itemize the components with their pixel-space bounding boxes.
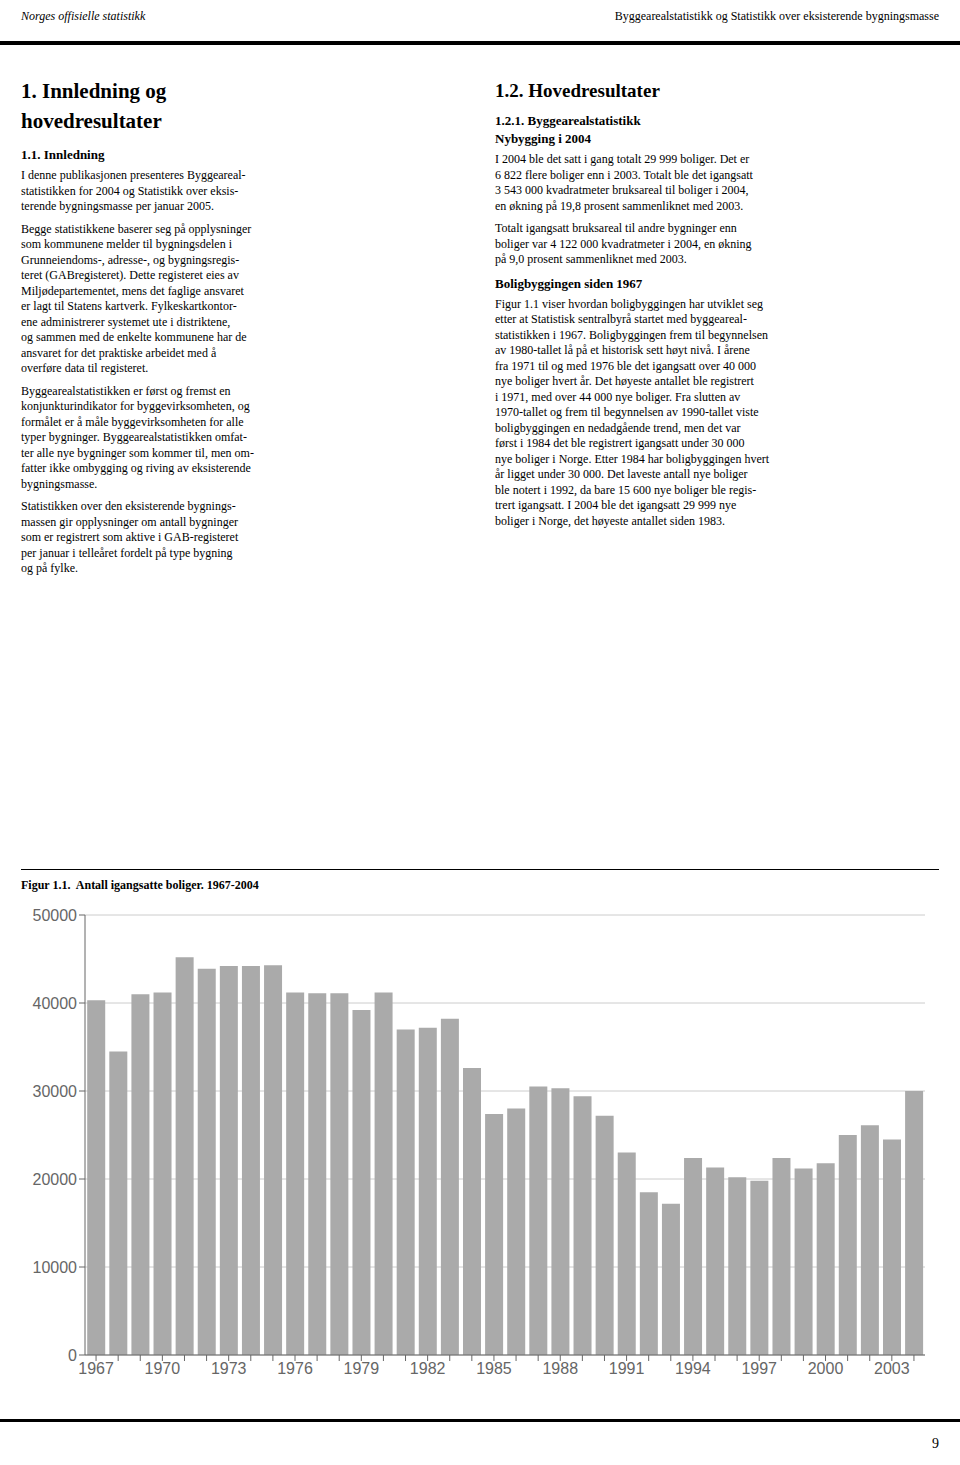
- html-text:konjunkturindikator for byggev: konjunkturindikator for byggevirksomhete…: [21, 399, 250, 413]
- html-text:statistikken i 1967. Boligbygg: statistikken i 1967. Boligbyggingen frem…: [495, 327, 768, 342]
- html-text:og sammen med de enkelte kommu: og sammen med de enkelte kommunene har d…: [21, 330, 247, 344]
- html-text:hovedresultater: hovedresultater: [21, 109, 162, 133]
- html-text:1.2. Hovedresultater: 1.2. Hovedresultater: [495, 80, 660, 101]
- html-text:1970-tallet og frem til begynn: 1970-tallet og frem til begynnelsen av 1…: [495, 405, 759, 419]
- html-text:1.1. Innledning: 1.1. Innledning: [21, 147, 105, 162]
- html-text:er lagt til Statens kartverk.: er lagt til Statens kartverk. Fylkeskart…: [21, 299, 237, 313]
- svg-text:1976: 1976: [277, 1360, 313, 1377]
- html-text:1.2.1. Byggearealstatistikk: 1.2.1. Byggearealstatistikk: [495, 113, 641, 128]
- svg-text:10000: 10000: [33, 1259, 78, 1276]
- svg-text:20000: 20000: [33, 1171, 78, 1188]
- html-text:ene administrerer systemet ute: ene administrerer systemet ute i distrik…: [21, 314, 231, 329]
- html-text:1. Innledning og: 1. Innledning og: [21, 79, 167, 103]
- html-text:ansvaret for det praktiske arb: ansvaret for det praktiske arbeidet med …: [21, 345, 217, 360]
- html-text:ter alle nye bygninger som kom: ter alle nye bygninger som kommer til, m…: [21, 445, 254, 460]
- svg-text:1973: 1973: [211, 1360, 247, 1377]
- html-text:fatter ikke ombygging og rivin: fatter ikke ombygging og riving av eksis…: [21, 461, 251, 475]
- svg-text:1967: 1967: [78, 1360, 114, 1377]
- svg-text:2003: 2003: [874, 1360, 910, 1377]
- html-text:per januar i telleåret fordelt: per januar i telleåret fordelt på type b…: [21, 545, 233, 560]
- html-text:av 1980-tallet lå på et histor: av 1980-tallet lå på et historisk sett h…: [495, 343, 750, 357]
- html-text:år ligget under 30 000. Det la: år ligget under 30 000. Det laveste anta…: [495, 467, 748, 481]
- html-text:9: 9: [932, 1436, 939, 1451]
- svg-text:50000: 50000: [33, 907, 78, 924]
- html-text:først i 1984 det ble registrer: først i 1984 det ble registrert igangsat…: [495, 436, 745, 450]
- svg-text:1985: 1985: [476, 1360, 512, 1377]
- svg-text:2000: 2000: [808, 1360, 844, 1377]
- svg-text:1970: 1970: [145, 1360, 181, 1377]
- html-text:massen gir opplysninger om ant: massen gir opplysninger om antall bygnin…: [21, 514, 238, 529]
- html-text:Begge statistikkene baserer se: Begge statistikkene baserer seg på opply…: [21, 221, 252, 236]
- html-text:som kommunene melder til bygni: som kommunene melder til bygningsdelen i: [21, 237, 232, 251]
- svg-text:0: 0: [68, 1347, 77, 1364]
- html-text:en økning på 19,8 prosent samm: en økning på 19,8 prosent sammenliknet m…: [495, 198, 744, 213]
- html-text:typer bygninger. Byggearealsta: typer bygninger. Byggearealstatistikken …: [21, 430, 247, 444]
- html-text:og på fylke.: og på fylke.: [21, 561, 78, 575]
- html-text:som er registrert som aktive i: som er registrert som aktive i GAB-regis…: [21, 530, 239, 544]
- svg-text:1994: 1994: [675, 1360, 711, 1377]
- html-text:Figur 1.1 viser hvordan boligb: Figur 1.1 viser hvordan boligbyggingen h…: [495, 296, 763, 311]
- html-text:Nybygging i 2004: Nybygging i 2004: [495, 131, 592, 146]
- html-text:I 2004 ble det satt i gang tot: I 2004 ble det satt i gang totalt 29 999…: [495, 152, 750, 166]
- html-text:i 1971, med over 44 000 nye bo: i 1971, med over 44 000 nye boliger. Fra…: [495, 389, 741, 404]
- html-text:nye boliger hvert år. Det høye: nye boliger hvert år. Det høyeste antall…: [495, 374, 754, 388]
- svg-text:40000: 40000: [33, 995, 78, 1012]
- html-text:fra 1971 til og med 1976 ble d: fra 1971 til og med 1976 ble det igangsa…: [495, 358, 756, 373]
- html-text:Boligbyggingen siden 1967: Boligbyggingen siden 1967: [495, 275, 643, 291]
- html-text:på 9,0 prosent sammenliknet me: på 9,0 prosent sammenliknet med 2003.: [495, 252, 687, 266]
- html-text:Miljødepartementet, mens det f: Miljødepartementet, mens det faglige ans…: [21, 283, 244, 298]
- html-text:Byggearealstatistikken er førs: Byggearealstatistikken er først og frems…: [21, 383, 231, 398]
- html-text:terende bygningsmasse per janu: terende bygningsmasse per januar 2005.: [21, 199, 214, 213]
- html-text:Grunneiendoms-, adresse-, og b: Grunneiendoms-, adresse-, og bygningsreg…: [21, 252, 240, 267]
- html-text:I denne publikasjonen presente: I denne publikasjonen presenteres Byggea…: [21, 168, 246, 182]
- html-text:formålet er å måle byggevirkso: formålet er å måle byggevirksomheten for…: [21, 414, 244, 429]
- html-text:teret (GABregisteret). Dette r: teret (GABregisteret). Dette registeret …: [21, 268, 239, 282]
- html-text:etter at Statistisk sentralbyr: etter at Statistisk sentralbyrå startet …: [495, 312, 747, 326]
- svg-text:1997: 1997: [741, 1360, 777, 1377]
- html-text:boligbyggingen en nedadgående: boligbyggingen en nedadgående trend, men…: [495, 420, 741, 435]
- html-text:Statistikken over den eksister: Statistikken over den eksisterende bygni…: [21, 499, 236, 513]
- html-text:nye boliger i Norge. Etter 198: nye boliger i Norge. Etter 1984 har boli…: [495, 451, 770, 466]
- html-text:trert igangsatt. I 2004 ble de: trert igangsatt. I 2004 ble det igangsat…: [495, 498, 737, 512]
- html-text:6 822 flere boliger enn i 2003: 6 822 flere boliger enn i 2003. Totalt b…: [495, 167, 753, 182]
- html-text:bygningsmasse.: bygningsmasse.: [21, 476, 98, 491]
- html-text:boliger i Norge, det høyeste a: boliger i Norge, det høyeste antallet si…: [495, 513, 726, 528]
- svg-text:1979: 1979: [344, 1360, 380, 1377]
- svg-text:30000: 30000: [33, 1083, 78, 1100]
- html-text:3 543 000 kvadratmeter bruksar: 3 543 000 kvadratmeter bruksareal til bo…: [495, 183, 749, 197]
- html-text:ble notert i 1992, da bare 15: ble notert i 1992, da bare 15 600 nye bo…: [495, 482, 757, 497]
- svg-text:1982: 1982: [410, 1360, 446, 1377]
- html-text:Totalt igangsatt bruksareal ti: Totalt igangsatt bruksareal til andre by…: [495, 221, 737, 235]
- html-text:overføre data til registeret.: overføre data til registeret.: [21, 361, 149, 375]
- svg-text:1991: 1991: [609, 1360, 645, 1377]
- html-text:Norges offisielle statistikk: Norges offisielle statistikk: [21, 9, 146, 23]
- html-text:statistikken for 2004 og Stati: statistikken for 2004 og Statistikk over…: [21, 183, 239, 198]
- html-text:Figur 1.1. Antall igangsatte b: Figur 1.1. Antall igangsatte boliger. 19…: [21, 878, 259, 892]
- html-text:Byggearealstatistikk og Statis: Byggearealstatistikk og Statistikk over …: [614, 9, 939, 23]
- html-text:boliger var 4 122 000 kvadratm: boliger var 4 122 000 kvadratmeter i 200…: [495, 236, 752, 251]
- svg-text:1988: 1988: [542, 1360, 578, 1377]
